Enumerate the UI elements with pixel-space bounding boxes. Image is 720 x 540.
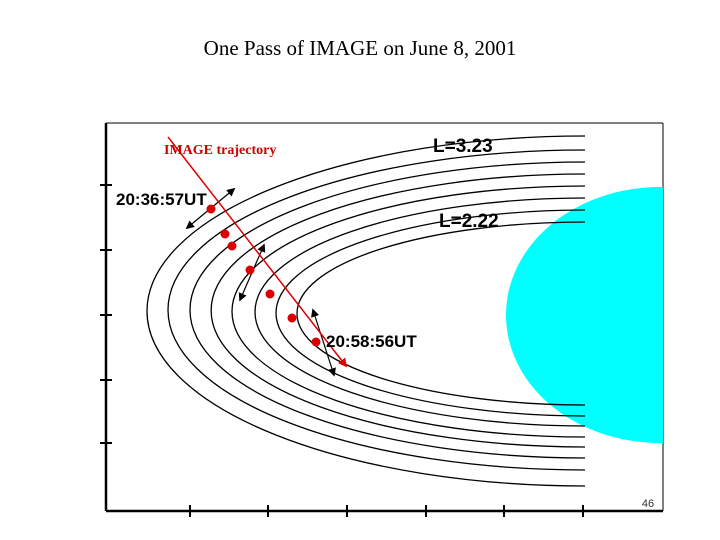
- field-line: [254, 197, 586, 427]
- earth-disk: [506, 187, 663, 443]
- end-time-label: 20:58:56UT: [326, 332, 417, 351]
- field-line: [231, 185, 586, 438]
- slide-title: One Pass of IMAGE on June 8, 2001: [203, 36, 517, 60]
- field-lines: [146, 135, 586, 487]
- field-line: [189, 161, 586, 459]
- direction-arrow: [311, 308, 336, 377]
- image-trajectory: [167, 136, 348, 368]
- trajectory-label: IMAGE trajectory: [164, 143, 276, 158]
- trajectory-point: [206, 204, 216, 214]
- trajectory-point: [220, 229, 230, 239]
- field-line: [275, 209, 586, 417]
- trajectory-points: [206, 204, 321, 347]
- trajectory-line: [167, 136, 348, 368]
- inner-l-shell-label: L=2.22: [439, 211, 499, 232]
- trajectory-point: [227, 241, 237, 251]
- page-number: 46: [641, 498, 655, 510]
- field-line: [167, 149, 586, 471]
- y-axis-ticks: [100, 184, 112, 444]
- trajectory-point: [265, 289, 275, 299]
- outer-l-shell-label: L=3.23: [433, 136, 493, 157]
- start-time-label: 20:36:57UT: [116, 190, 207, 209]
- field-line: [210, 173, 586, 448]
- field-line: [146, 135, 586, 487]
- x-axis-ticks: [189, 505, 584, 517]
- trajectory-point: [287, 313, 297, 323]
- trajectory-point: [311, 337, 321, 347]
- trajectory-point: [245, 265, 255, 275]
- field-line: [296, 221, 586, 406]
